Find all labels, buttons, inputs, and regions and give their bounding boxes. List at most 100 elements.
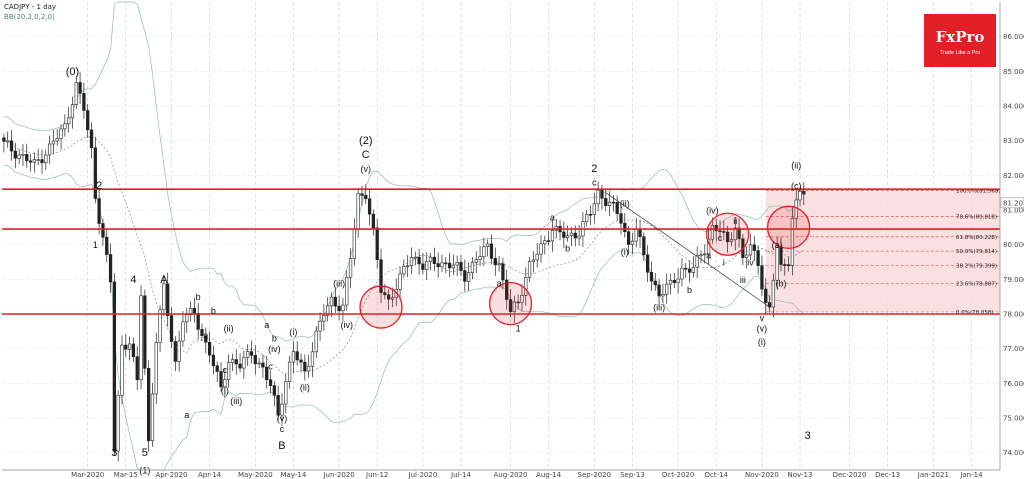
candle-body	[93, 147, 97, 199]
x-tick-label: Jul-2020	[408, 471, 438, 479]
highlight-circle	[766, 205, 811, 249]
candle-body	[158, 309, 162, 343]
candle-body	[474, 259, 478, 263]
y-tick-label: 74.000	[1003, 449, 1024, 457]
candle-body	[36, 159, 40, 161]
wave-label: a	[706, 251, 711, 261]
candle-body	[17, 154, 21, 159]
wave-label: a	[264, 320, 269, 330]
wave-label: (iii)	[653, 303, 665, 313]
logo-brand: FxPro	[936, 28, 985, 46]
candle-body	[139, 295, 143, 381]
wave-label: (iv)	[268, 344, 281, 354]
candle-body	[59, 128, 63, 139]
candle-body	[341, 304, 345, 312]
candle-body	[512, 301, 516, 313]
candle-body	[246, 351, 250, 358]
y-tick-label: 85.000	[1003, 68, 1024, 76]
candle-body	[436, 263, 440, 268]
candle-body	[207, 341, 212, 356]
candle-body	[543, 240, 547, 245]
candle-body	[695, 255, 699, 268]
candle-body	[596, 189, 600, 205]
candle-body	[646, 254, 650, 273]
candle-body	[550, 229, 555, 242]
x-tick-label: May-14	[281, 471, 307, 479]
candle-body	[638, 228, 642, 237]
current-price-label: 81.207	[1003, 199, 1024, 207]
candle-body	[196, 312, 200, 330]
candle-body	[105, 236, 109, 255]
fib-label: 61.8%(80.228)	[956, 235, 997, 241]
fib-label: 0.0%(78.058)	[956, 310, 994, 316]
fib-label: 50.0%(79.814)	[956, 249, 997, 255]
candle-body	[147, 368, 151, 442]
wave-label: (ii)	[620, 199, 630, 209]
x-tick-label: Mar-2020	[71, 471, 104, 479]
candle-body	[432, 256, 436, 264]
candle-body	[516, 301, 520, 304]
candle-body	[668, 280, 673, 285]
highlight-circle	[359, 285, 403, 329]
wave-label: B	[278, 440, 285, 452]
wave-label: (v)	[277, 413, 288, 423]
candle-body	[13, 150, 17, 159]
candle-body	[466, 272, 471, 282]
candle-body	[505, 279, 509, 300]
candle-body	[409, 257, 414, 267]
candle-body	[398, 273, 402, 290]
y-tick-label: 81.000	[1003, 207, 1024, 215]
candle-body	[752, 244, 756, 251]
wave-label: b	[272, 334, 277, 344]
wave-label: C	[362, 149, 370, 161]
candle-body	[699, 254, 703, 257]
x-tick-label: Jun-12	[365, 471, 388, 479]
x-tick-label: Apr-2020	[155, 471, 187, 479]
candle-body	[383, 292, 387, 296]
candle-body	[295, 351, 299, 361]
candle-body	[348, 258, 353, 278]
bollinger-lower	[3, 165, 805, 471]
candle-body	[9, 140, 14, 152]
candle-body	[623, 222, 627, 232]
wave-label: a	[497, 278, 502, 288]
candle-body	[535, 253, 539, 261]
wave-label: (iii)	[230, 396, 242, 406]
wave-label: 1	[516, 323, 521, 333]
y-tick-label: 77.000	[1003, 345, 1024, 353]
highlight-circles	[359, 205, 811, 329]
candle-body	[649, 272, 654, 282]
candle-body	[726, 231, 730, 243]
candle-body	[379, 259, 383, 293]
candle-body	[600, 189, 604, 199]
wave-label: (v)	[757, 323, 768, 333]
candle-body	[242, 357, 246, 369]
wave-label: (b)	[775, 278, 786, 288]
candle-body	[74, 82, 78, 105]
candle-body	[771, 279, 775, 308]
wave-label: 5	[142, 447, 148, 459]
candle-body	[143, 295, 147, 369]
bollinger-upper	[3, 1, 805, 342]
candle-body	[67, 117, 71, 125]
candle-body	[710, 225, 715, 240]
candle-body	[337, 305, 341, 312]
candle-body	[356, 193, 360, 230]
candle-body	[322, 315, 326, 322]
fxpro-logo: FxPro Trade Like a Pro	[924, 14, 996, 67]
candle-body	[2, 137, 6, 142]
fib-label: 78.6%(80.818)	[956, 214, 997, 220]
candle-body	[166, 283, 170, 316]
wave-label: iv	[747, 257, 754, 267]
candle-body	[307, 365, 311, 372]
candle-body	[253, 355, 257, 365]
wave-label: (ii)	[224, 323, 234, 333]
wave-label: 2	[591, 163, 597, 175]
x-tick-label: Sep-13	[620, 471, 645, 479]
wave-label: (2)	[359, 135, 372, 147]
candle-body	[729, 239, 734, 243]
x-tick-label: Nov-2020	[745, 471, 779, 479]
candle-body	[135, 356, 139, 381]
candle-body	[249, 351, 254, 356]
